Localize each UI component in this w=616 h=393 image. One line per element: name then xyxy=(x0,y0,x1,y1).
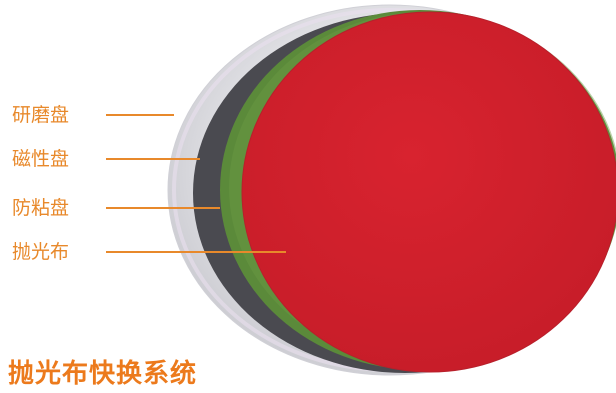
leader-line-polishing-cloth xyxy=(106,251,286,253)
leader-line-magnetic-disc xyxy=(106,158,200,160)
leader-line-anti-stick-disc xyxy=(106,207,220,209)
label-magnetic-disc: 磁性盘 xyxy=(12,148,70,170)
label-polishing-cloth: 抛光布 xyxy=(12,241,70,263)
label-grinding-disc: 研磨盘 xyxy=(12,104,70,126)
leader-line-grinding-disc xyxy=(106,114,174,116)
label-anti-stick-disc: 防粘盘 xyxy=(12,197,70,219)
polishing-cloth-layer xyxy=(241,11,616,373)
diagram-title: 抛光布快换系统 xyxy=(8,359,198,389)
